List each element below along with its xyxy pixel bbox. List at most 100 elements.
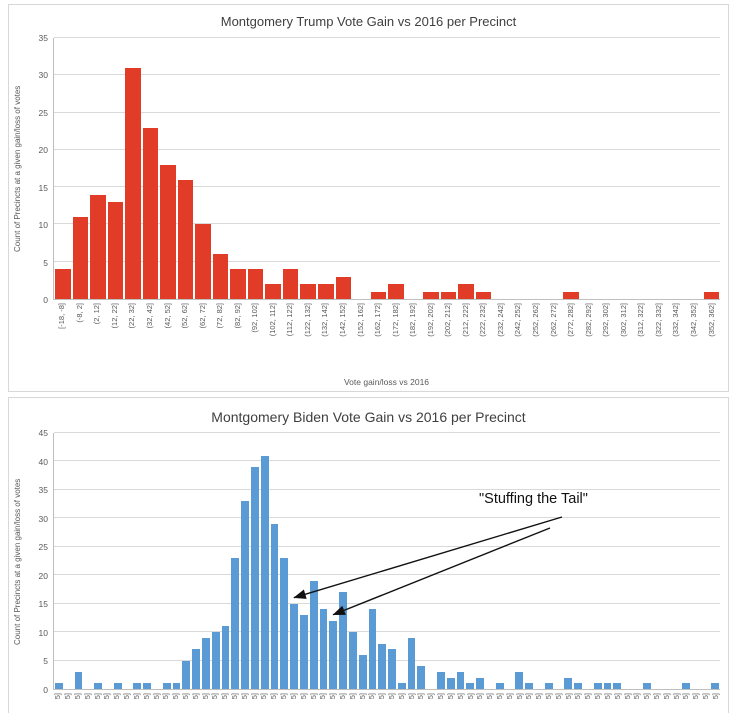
x-tick-label: 5] bbox=[681, 693, 691, 700]
bar bbox=[319, 609, 328, 689]
x-tick-label: (232, 242] bbox=[495, 303, 505, 337]
x-tick-label: 5] bbox=[406, 693, 416, 700]
x-tick-label: 5] bbox=[357, 693, 367, 700]
x-tick-label: 5] bbox=[416, 693, 426, 700]
x-tick-label: 5] bbox=[642, 693, 652, 700]
x-tick-label: (102, 112] bbox=[267, 303, 277, 337]
x-tick-label: (152, 162] bbox=[355, 303, 365, 337]
x-tick-label: 5] bbox=[200, 693, 210, 700]
bar-slot bbox=[211, 433, 221, 689]
bar-slot bbox=[544, 433, 554, 689]
bar-slot bbox=[701, 433, 711, 689]
bar bbox=[55, 269, 71, 299]
x-tick-label: 5] bbox=[494, 693, 504, 700]
x-tick-label: 5] bbox=[485, 693, 495, 700]
gridline bbox=[54, 148, 720, 150]
bar-slot bbox=[230, 433, 240, 689]
gridline bbox=[54, 432, 720, 433]
bar-slot bbox=[615, 38, 633, 299]
x-tick-label: 5] bbox=[141, 693, 151, 700]
bar bbox=[247, 269, 264, 299]
bar-slot bbox=[534, 433, 544, 689]
bar-slot bbox=[159, 38, 177, 299]
bar bbox=[309, 580, 318, 689]
bar bbox=[177, 179, 194, 299]
bar-slot bbox=[358, 433, 368, 689]
x-tick-label: (92, 102] bbox=[250, 303, 260, 333]
bar bbox=[525, 683, 534, 689]
x-tick-label: 5] bbox=[367, 693, 377, 700]
bar-slot bbox=[270, 433, 280, 689]
bar bbox=[495, 683, 504, 689]
x-tick-label: (172, 182] bbox=[390, 303, 400, 337]
bar-slot bbox=[282, 38, 300, 299]
bar-slot bbox=[177, 38, 195, 299]
bar bbox=[574, 683, 583, 689]
x-tick-label: 5] bbox=[53, 693, 63, 700]
x-tick-label: (-8, 2] bbox=[74, 303, 84, 323]
bar-slot bbox=[212, 38, 230, 299]
y-tick-label: 10 bbox=[38, 627, 48, 638]
bar-slot bbox=[142, 38, 160, 299]
bar bbox=[195, 224, 211, 299]
bar-slot bbox=[485, 433, 495, 689]
gridline bbox=[54, 659, 720, 661]
bar bbox=[329, 620, 338, 689]
x-tick-label: 5] bbox=[318, 693, 328, 700]
bar bbox=[407, 637, 416, 689]
bar bbox=[703, 291, 720, 299]
x-tick-label: (272, 282] bbox=[566, 303, 576, 337]
bar-slot bbox=[370, 38, 388, 299]
bar bbox=[544, 683, 553, 689]
y-tick-label: 30 bbox=[38, 513, 48, 524]
bar bbox=[160, 164, 176, 299]
bar-slot bbox=[317, 38, 335, 299]
bar-slot bbox=[368, 433, 378, 689]
x-tick-label: 5] bbox=[387, 693, 397, 700]
bar-slot bbox=[123, 433, 133, 689]
biden-histogram-chart: Montgomery Biden Vote Gain vs 2016 per P… bbox=[8, 397, 729, 713]
x-tick-label: 5] bbox=[171, 693, 181, 700]
bar-slot bbox=[514, 433, 524, 689]
x-tick-label: 5] bbox=[701, 693, 711, 700]
bar bbox=[107, 202, 124, 299]
bar-slot bbox=[633, 38, 651, 299]
trump-plot-area bbox=[53, 37, 720, 300]
y-tick-label: 30 bbox=[38, 70, 48, 81]
x-tick-label: 5] bbox=[504, 693, 514, 700]
bar bbox=[55, 683, 63, 689]
x-tick-label: (252, 262] bbox=[531, 303, 541, 337]
x-tick-label: 5] bbox=[632, 693, 642, 700]
gridline bbox=[54, 631, 720, 633]
x-tick-label: (202, 212] bbox=[443, 303, 453, 337]
bar bbox=[397, 683, 406, 689]
x-tick-label: 5] bbox=[288, 693, 298, 700]
x-tick-label: (122, 132] bbox=[302, 303, 312, 337]
bar-slot bbox=[703, 38, 721, 299]
bar-slot bbox=[580, 38, 598, 299]
x-tick-label: 5] bbox=[102, 693, 112, 700]
bar bbox=[182, 660, 191, 689]
bar-slot bbox=[652, 433, 662, 689]
x-tick-label: 5] bbox=[622, 693, 632, 700]
bar bbox=[564, 677, 573, 689]
bar-slot bbox=[387, 433, 397, 689]
bar-slot bbox=[446, 433, 456, 689]
trump-bars bbox=[54, 38, 720, 299]
bar-slot bbox=[597, 38, 615, 299]
x-tick-label: 5] bbox=[593, 693, 603, 700]
x-tick-label: (282, 292] bbox=[583, 303, 593, 337]
bar-slot bbox=[387, 38, 405, 299]
bar bbox=[290, 603, 298, 689]
x-tick-label: 5] bbox=[230, 693, 240, 700]
y-tick-label: 15 bbox=[38, 182, 48, 193]
bar bbox=[299, 615, 308, 689]
x-tick-label: 5] bbox=[583, 693, 593, 700]
x-tick-label: (2, 12] bbox=[92, 303, 102, 325]
bar bbox=[113, 683, 122, 689]
bar-slot bbox=[279, 433, 289, 689]
bar-slot bbox=[328, 433, 338, 689]
bar bbox=[456, 671, 465, 689]
x-tick-label: 5] bbox=[534, 693, 544, 700]
bar-slot bbox=[152, 433, 162, 689]
